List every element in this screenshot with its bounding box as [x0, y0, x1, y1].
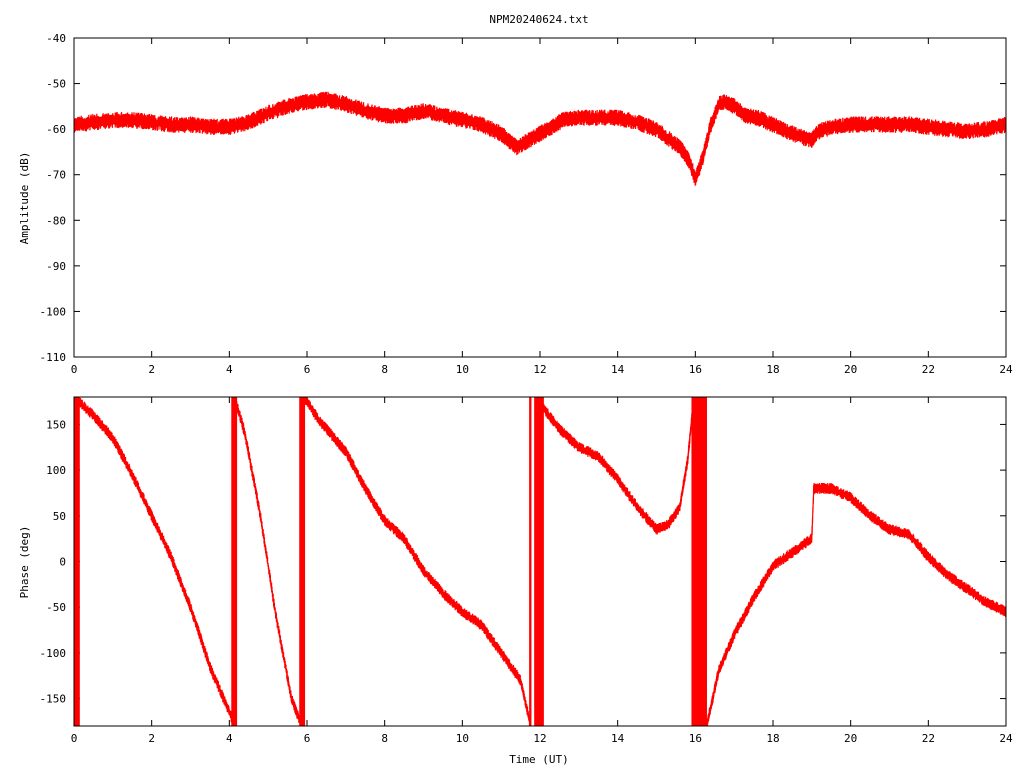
amplitude-x-tick-label: 20	[844, 363, 857, 376]
phase-series-line	[304, 397, 531, 726]
phase-series-line	[541, 398, 694, 535]
phase-x-tick-label: 2	[148, 732, 155, 745]
phase-x-axis-label: Time (UT)	[509, 753, 569, 766]
amplitude-y-tick-label: -90	[46, 260, 66, 273]
phase-x-tick-label: 10	[456, 732, 469, 745]
amplitude-traces	[74, 91, 1006, 186]
amplitude-x-tick-label: 6	[304, 363, 311, 376]
amplitude-y-tick-label: -40	[46, 32, 66, 45]
phase-phase-wrap-band	[534, 397, 544, 726]
amplitude-x-tick-label: 0	[71, 363, 78, 376]
phase-series-line	[706, 482, 1006, 726]
phase-phase-wrap-band	[529, 397, 532, 726]
phase-x-tick-label: 14	[611, 732, 625, 745]
amplitude-x-tick-label: 10	[456, 363, 469, 376]
amplitude-y-tick-label: -60	[46, 123, 66, 136]
phase-y-tick-label: 50	[53, 510, 66, 523]
amplitude-x-tick-label: 24	[999, 363, 1013, 376]
phase-x-tick-label: 22	[922, 732, 935, 745]
amplitude-x-tick-label: 22	[922, 363, 935, 376]
amplitude-x-tick-label: 14	[611, 363, 625, 376]
amplitude-y-axis-label: Amplitude (dB)	[18, 152, 31, 245]
amplitude-x-tick-label: 18	[766, 363, 779, 376]
phase-x-tick-label: 6	[304, 732, 311, 745]
amplitude-x-tick-label: 12	[533, 363, 546, 376]
phase-phase-wrap-band	[691, 397, 707, 726]
phase-x-tick-label: 16	[689, 732, 702, 745]
amplitude-x-tick-label: 8	[381, 363, 388, 376]
phase-phase-wrap-band	[231, 397, 238, 726]
phase-y-tick-label: -100	[40, 647, 67, 660]
amplitude-panel: 0 2 4 6 8 10 12 14 16 18 20 22 24-40-50-60-70-80-90-…	[40, 32, 1013, 376]
phase-y-tick-label: 100	[46, 464, 66, 477]
phase-x-tick-label: 24	[999, 732, 1013, 745]
phase-y-axis-label: Phase (deg)	[18, 526, 31, 599]
phase-y-tick-label: 150	[46, 418, 66, 431]
phase-x-tick-label: 4	[226, 732, 233, 745]
phase-series-line	[234, 397, 302, 726]
amplitude-y-tick-label: -100	[40, 305, 67, 318]
phase-x-tick-label: 18	[766, 732, 779, 745]
amplitude-y-tick-label: -50	[46, 78, 66, 91]
amplitude-y-tick-label: -80	[46, 214, 66, 227]
phase-series-line	[75, 397, 235, 726]
amplitude-x-tick-label: 16	[689, 363, 702, 376]
phase-traces	[74, 397, 1006, 726]
chart-title: NPM20240624.txt	[489, 13, 588, 26]
amplitude-x-tick-label: 2	[148, 363, 155, 376]
phase-x-tick-label: 0	[71, 732, 78, 745]
phase-x-tick-label: 20	[844, 732, 857, 745]
phase-y-tick-label: -50	[46, 601, 66, 614]
amplitude-x-tick-label: 4	[226, 363, 233, 376]
phase-x-tick-label: 8	[381, 732, 388, 745]
phase-x-tick-label: 12	[533, 732, 546, 745]
amplitude-y-tick-label: -110	[40, 351, 67, 364]
phase-y-tick-label: -150	[40, 693, 67, 706]
amplitude-y-tick-label: -70	[46, 169, 66, 182]
amplitude-frame	[73, 37, 1007, 358]
phase-phase-wrap-band	[74, 397, 80, 726]
phase-y-tick-label: 0	[59, 556, 66, 569]
phase-phase-wrap-band	[299, 397, 306, 726]
phase-frame	[73, 396, 1007, 727]
phase-panel: 0 2 4 6 8 10 12 14 16 18 20 22 24150100500-50-100-15…	[40, 396, 1013, 745]
amplitude-series-line	[74, 91, 1006, 186]
